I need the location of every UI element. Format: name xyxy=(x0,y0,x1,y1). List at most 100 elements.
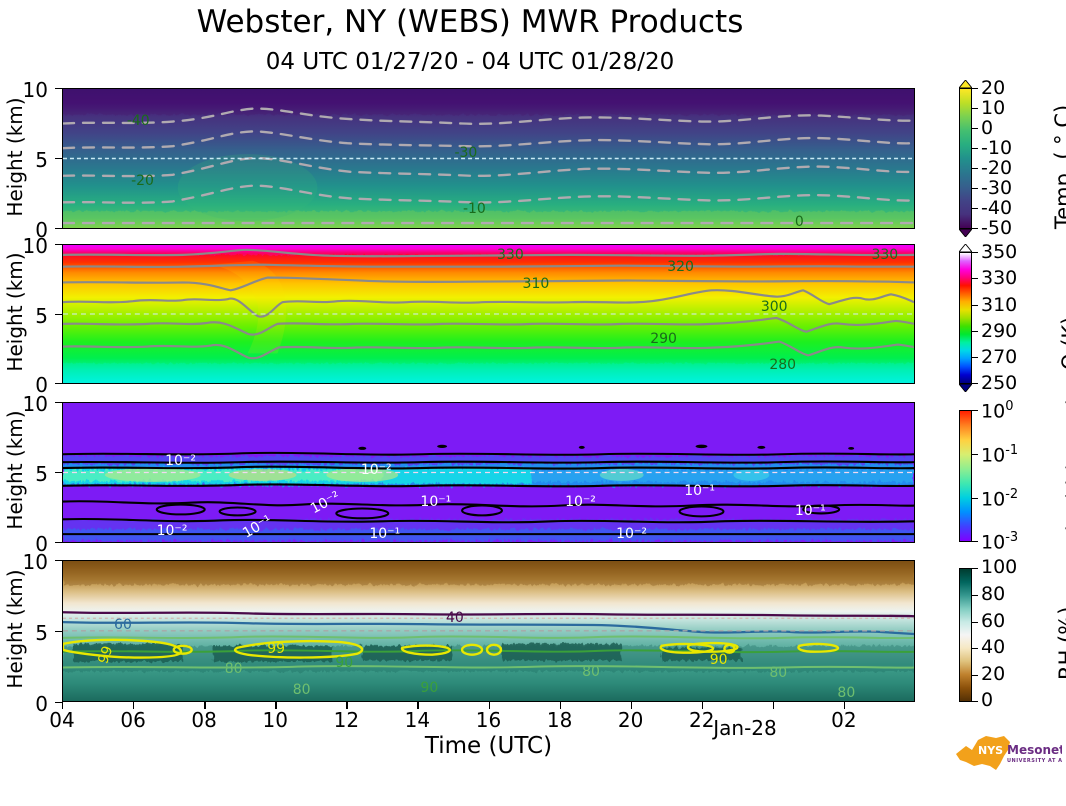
contour-label: 90 xyxy=(709,652,728,669)
contour-label: 90 xyxy=(420,680,439,697)
xtick-mark xyxy=(630,702,633,709)
ytick-label: 10 xyxy=(22,234,48,258)
temperature-contourfill xyxy=(63,89,914,228)
xtick-mark xyxy=(133,702,135,709)
xtick-mark xyxy=(204,702,206,709)
xtick-label: 06 xyxy=(120,708,146,732)
colorbar-tick-label: 0 xyxy=(981,689,994,711)
contour-label: 10⁻² xyxy=(165,453,196,470)
xtick-label: 22 xyxy=(689,708,715,732)
colorbar-rh[interactable]: 100 80 60 40 20 0 RH (%) xyxy=(955,558,1066,710)
xtick-label: 20 xyxy=(617,708,644,732)
panel-rh[interactable]: 60 40 99 99 90 80 90 80 90 80 80 80 xyxy=(62,560,915,702)
contour-label: 10⁻² xyxy=(156,522,188,539)
contour-label: 40 xyxy=(445,610,464,627)
ytick-mark xyxy=(55,631,62,633)
contour-label: 80 xyxy=(769,665,788,681)
xtick-label: 08 xyxy=(191,708,217,732)
colorbar-min-arrow xyxy=(959,229,972,237)
colorbar-tick-label: 20 xyxy=(981,663,1006,685)
xtick-mark xyxy=(62,702,64,709)
contour-label: 280 xyxy=(769,357,797,374)
contour-label: 10⁻¹ xyxy=(684,482,716,499)
contour-label: 90 xyxy=(335,655,354,672)
colorbar-min-arrow xyxy=(959,384,972,392)
colorbar-tick-label: 100 xyxy=(981,399,1014,423)
colorbar-liquid[interactable]: 100 10-1 10-2 10-3 Liquid (g m⁻³) xyxy=(955,397,1066,552)
contour-label: 10⁻¹ xyxy=(794,503,826,520)
contour-label: 60 xyxy=(114,617,132,634)
xtick-mark xyxy=(843,702,846,709)
contour-label: 10⁻¹ xyxy=(369,525,401,542)
contour-label: -10 xyxy=(462,200,486,217)
colorbar-tick-label: 10 xyxy=(981,97,1006,119)
y-axis-label: Height (km) xyxy=(3,569,27,689)
colorbar-tick-label: 10-2 xyxy=(981,487,1019,511)
xtick-label: 02 xyxy=(831,708,857,732)
contour-label: 80 xyxy=(224,660,243,677)
x-axis-label: Time (UTC) xyxy=(424,733,553,759)
colorbar-tick-label: 40 xyxy=(981,636,1006,658)
contour-label: 10⁻¹ xyxy=(420,493,452,510)
ytick-label: 10 xyxy=(22,78,48,102)
colorbar-theta[interactable]: 350 330 310 290 270 250 Θ (K) xyxy=(955,243,1066,393)
y-axis-label: Height (km) xyxy=(3,410,27,530)
panel-temperature[interactable]: -40 -30 -20 -10 0 xyxy=(62,88,915,229)
colorbar-title: Θ (K) xyxy=(1058,316,1066,370)
colorbar-tick-label: 270 xyxy=(981,346,1018,368)
xtick-mark xyxy=(275,702,277,709)
xtick-label: 18 xyxy=(546,708,573,732)
contour-label: -40 xyxy=(126,113,150,130)
colorbar-tick-label: -40 xyxy=(981,197,1013,219)
colorbar-tick-label: -30 xyxy=(981,177,1013,199)
y-axis-label: Height (km) xyxy=(3,97,27,217)
colorbar-tick-label: -50 xyxy=(981,217,1013,239)
colorbar-tick-label: 250 xyxy=(981,372,1018,394)
contour-label: 80 xyxy=(837,684,856,701)
new-york-state-shape xyxy=(956,736,1010,770)
ytick-label: 5 xyxy=(35,462,48,486)
ytick-mark xyxy=(55,560,62,562)
ytick-mark xyxy=(55,88,62,90)
panel-liquid[interactable]: 10⁻² 10⁻² 10⁻² 10⁻¹ 10⁻² 10⁻¹ 10⁻¹ 10⁻² … xyxy=(62,402,915,543)
xtick-label: 10 xyxy=(262,708,288,732)
contour-label: 10⁻² xyxy=(616,525,647,542)
panel-theta[interactable]: 330 320 310 300 290 280 330 xyxy=(62,244,915,384)
xtick-label: 12 xyxy=(333,708,360,732)
y-axis-label: Height (km) xyxy=(3,252,27,372)
ytick-label: 5 xyxy=(35,304,48,328)
ytick-mark xyxy=(55,383,62,385)
xtick-label: 16 xyxy=(475,708,502,732)
contour-label: 80 xyxy=(582,663,600,680)
colorbar-max-arrow xyxy=(959,80,972,88)
colorbar-max-arrow xyxy=(959,244,972,252)
ytick-mark xyxy=(55,228,62,230)
contour-label: 330 xyxy=(497,246,524,263)
xtick-mark xyxy=(559,702,561,709)
page-subtitle: 04 UTC 01/27/20 - 04 UTC 01/28/20 xyxy=(265,49,675,75)
colorbar-gradient xyxy=(959,88,972,229)
colorbar-tick-label: 60 xyxy=(981,610,1006,632)
date-label: Jan-28 xyxy=(713,716,777,740)
contour-label: 320 xyxy=(667,259,694,276)
liquid-contourfill xyxy=(63,403,914,542)
colorbar-tick-label: 290 xyxy=(981,320,1018,342)
ytick-label: 0 xyxy=(35,532,48,556)
theta-contourfill xyxy=(63,245,914,383)
colorbar-tick-label: 10-1 xyxy=(981,443,1019,467)
colorbar-title: Temp. ( ° C) xyxy=(1051,104,1066,229)
colorbar-tick-label: 330 xyxy=(981,267,1018,289)
colorbar-gradient xyxy=(959,252,972,384)
colorbar-tick-label: 80 xyxy=(981,583,1006,605)
ytick-mark xyxy=(55,244,62,246)
contour-label: 290 xyxy=(650,330,677,347)
colorbar-temperature[interactable]: 20 10 0 -10 -20 -30 -40 -50 Temp. ( ° C) xyxy=(955,79,1066,238)
contour-label: 80 xyxy=(292,681,311,698)
logo-mesonet-text: Mesonet xyxy=(1007,743,1062,757)
ytick-label: 10 xyxy=(22,392,48,416)
contour-label: -20 xyxy=(131,172,154,189)
ytick-label: 10 xyxy=(22,550,48,574)
xtick-label: 04 xyxy=(49,708,75,732)
xtick-mark xyxy=(346,702,348,709)
